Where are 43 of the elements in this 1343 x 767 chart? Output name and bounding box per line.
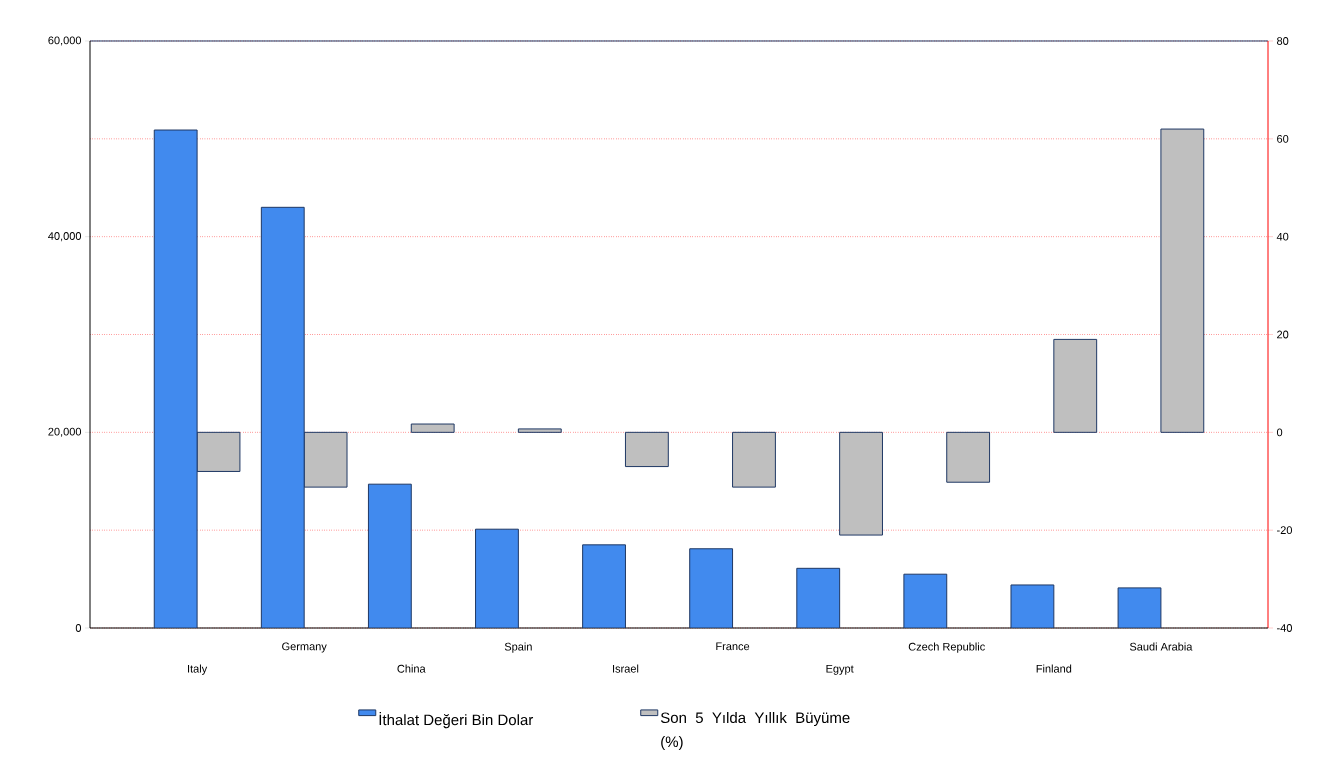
legend-label: İthalat Değeri Bin Dolar [379,712,534,729]
bar [839,431,883,536]
bar [689,548,734,628]
x-tick-label: Saudi Arabia [1129,642,1193,651]
y2-tick-label: -20 [1277,526,1292,535]
x-tick-label: Spain [504,642,532,653]
x-tick-label: Czech Republic [908,642,985,653]
bar [1117,587,1162,628]
bar [475,528,519,628]
y-tick-label: 20,000 [48,427,82,437]
bar [903,573,948,628]
legend-label: Son 5 Yılda Yıllık Büyüme (%) [660,712,850,750]
y2-tick-label: 40 [1276,232,1289,241]
y2-tick-label: 0 [1276,428,1283,437]
bar [624,431,669,468]
x-tick-label: Israel [613,664,639,673]
bar [732,431,776,488]
x-tick-label: Egypt [826,664,854,675]
bar [1160,128,1205,433]
y-tick-label: 60,000 [48,36,82,46]
bar [582,544,626,628]
y-tick-label: 0 [75,624,82,632]
bar [196,431,241,472]
bar [946,431,991,483]
x-tick-label: Finland [1036,664,1072,673]
x-tick-label: Germany [282,642,327,653]
bar [260,206,305,628]
y2-tick-label: 80 [1277,37,1289,45]
x-tick-label: France [716,642,750,651]
x-tick-label: China [397,664,426,673]
bar [1053,338,1098,433]
y2-tick-label: 20 [1277,330,1289,339]
bar [153,129,198,628]
bar [303,431,348,488]
y2-tick-label: -40 [1277,624,1292,632]
y2-tick-label: 60 [1277,134,1289,143]
bar [517,428,562,433]
bar [367,483,412,628]
x-tick-label: Italy [188,664,208,675]
bar [1010,584,1055,628]
bar [796,567,841,628]
y-tick-label: 40,000 [48,232,82,242]
bar [410,423,455,433]
